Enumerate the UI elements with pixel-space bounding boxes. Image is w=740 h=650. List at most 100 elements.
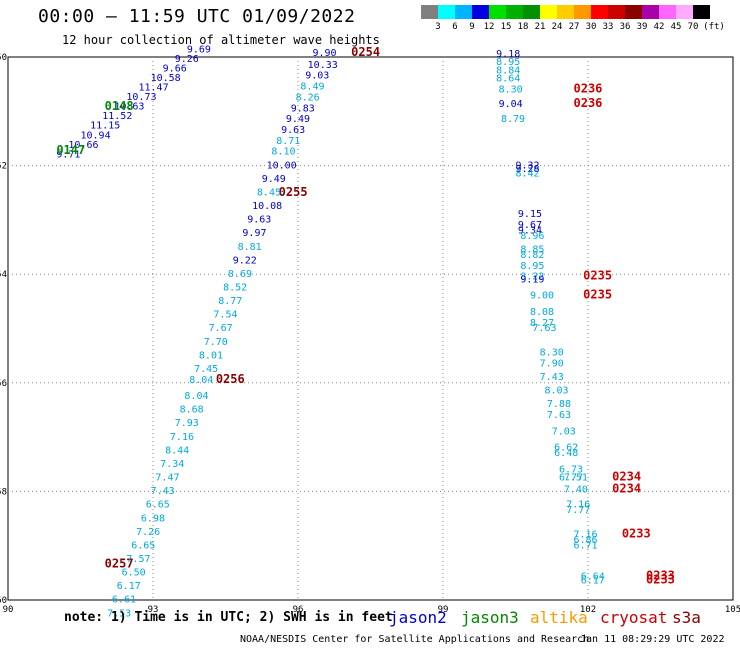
colorbar-tick-label: 42 — [653, 22, 665, 32]
colorbar-swatch — [659, 5, 676, 19]
wave-height-label: 8.64 — [496, 73, 520, 84]
pass-time-label: 0235 — [583, 288, 612, 302]
wave-height-label: 8.95 — [496, 57, 520, 68]
wave-height-label: 8.04 — [189, 375, 213, 386]
wave-height-label: 9.63 — [247, 215, 271, 226]
wave-height-label: 7.34 — [160, 459, 184, 470]
wave-height-label: 7.45 — [194, 364, 218, 375]
pass-time-label: 0233 — [646, 573, 675, 587]
wave-height-label: 7.26 — [136, 527, 160, 538]
wave-height-label: 10.73 — [126, 92, 156, 103]
y-tick-label: -50 — [0, 53, 7, 63]
wave-height-label: 6.50 — [122, 568, 146, 579]
colorbar-swatch — [438, 5, 455, 19]
colorbar-tick-label: 18 — [517, 22, 529, 32]
wave-height-label: 8.84 — [496, 65, 520, 76]
wave-height-label: 7.93 — [175, 418, 199, 429]
wave-height-label: 8.52 — [223, 282, 247, 293]
pass-time-label: 0233 — [646, 568, 675, 582]
wave-height-label: 8.77 — [218, 296, 242, 307]
wave-height-label: 10.66 — [68, 140, 98, 151]
colorbar-swatch — [455, 5, 472, 19]
wave-height-label: 9.63 — [281, 125, 305, 136]
wave-height-label: 8.04 — [184, 391, 208, 402]
pass-time-label: 0147 — [56, 143, 85, 157]
wave-height-label: 6.98 — [141, 513, 165, 524]
wave-height-label: 7.43 — [540, 372, 564, 383]
wave-height-label: 8.44 — [165, 445, 189, 456]
wave-height-label: 10.00 — [267, 160, 297, 171]
wave-height-label: 9.66 — [163, 64, 187, 75]
wave-height-label: 9.67 — [518, 220, 542, 231]
wave-height-label: 7.90 — [540, 359, 564, 370]
colorbar-tick-label: 15 — [500, 22, 512, 32]
colorbar-swatch — [676, 5, 693, 19]
colorbar-tick-label: 12 — [483, 22, 495, 32]
wave-height-label: 11.52 — [102, 111, 132, 122]
colorbar-tick-label: 33 — [602, 22, 614, 32]
wave-height-label: 9.97 — [242, 228, 266, 239]
wave-height-label: 7.47 — [155, 473, 179, 484]
wave-height-label: 6.73 — [559, 464, 583, 475]
y-tick-label: -54 — [0, 270, 7, 280]
y-tick-label: -60 — [0, 596, 7, 606]
pass-time-label: 0233 — [622, 527, 651, 541]
y-tick-label: -58 — [0, 487, 7, 497]
wave-height-label: 9.34 — [518, 225, 542, 236]
x-tick-label: 90 — [3, 605, 14, 615]
wave-height-label: 7.53 — [107, 608, 131, 619]
chart-subtitle: 12 hour collection of altimeter wave hei… — [62, 33, 380, 47]
wave-height-label: 8.27 — [530, 318, 554, 329]
pass-time-label: 0257 — [105, 556, 134, 570]
wave-height-label: 9.49 — [262, 174, 286, 185]
wave-height-label: 8.49 — [300, 82, 324, 93]
colorbar-swatch — [557, 5, 574, 19]
pass-time-label: 0255 — [279, 185, 308, 199]
wave-height-label: 8.10 — [271, 147, 295, 158]
wave-height-label: 8.79 — [501, 114, 525, 125]
wave-height-label: 7.54 — [213, 310, 237, 321]
x-tick-label: 105 — [725, 605, 740, 615]
wave-height-label: 11.15 — [90, 121, 120, 132]
wave-height-label: 9.28 — [516, 164, 540, 175]
wave-height-label: 7.16 — [170, 432, 194, 443]
pass-time-label: 0256 — [216, 372, 245, 386]
footer-timestamp: Jan 11 08:29:29 UTC 2022 — [580, 634, 725, 645]
wave-height-label: 7.67 — [209, 323, 233, 334]
colorbar-swatch — [574, 5, 591, 19]
wave-height-label: 7.43 — [151, 486, 175, 497]
wave-height-label: 7.16 — [566, 500, 590, 511]
wave-height-label: 10.63 — [114, 102, 144, 113]
colorbar-tick-label: 30 — [585, 22, 597, 32]
x-tick-label: 96 — [293, 605, 304, 615]
pass-time-label: 0235 — [583, 269, 612, 283]
wave-height-label: 8.01 — [199, 350, 223, 361]
colorbar-tick-label: 6 — [452, 22, 458, 32]
colorbar-tick-label: 45 — [670, 22, 682, 32]
legend-s3a: s3a — [672, 608, 701, 627]
wave-height-label: 9.00 — [530, 291, 554, 302]
colorbar-swatch — [523, 5, 540, 19]
pass-time-label: 0234 — [612, 481, 641, 495]
wave-height-label: 9.04 — [499, 99, 523, 110]
colorbar-unit: (ft) — [703, 22, 725, 32]
wave-height-label: 6.61 — [112, 595, 136, 606]
wave-height-label: 8.71 — [276, 136, 300, 147]
wave-height-label: 6.77 — [559, 473, 583, 484]
colorbar-tick-label: 27 — [568, 22, 580, 32]
wave-height-label: 8.22 — [520, 272, 544, 283]
wave-height-label: 8.26 — [296, 92, 320, 103]
x-tick-label: 102 — [580, 605, 596, 615]
wave-height-label: 7.16 — [574, 530, 598, 541]
wave-height-label: 7.51 — [564, 473, 588, 484]
colorbar-tick-label: 24 — [551, 22, 563, 32]
wave-height-label: 8.42 — [516, 168, 540, 179]
colorbar-tick-label: 9 — [469, 22, 475, 32]
pass-time-label: 0234 — [612, 470, 641, 484]
colorbar-tick-label: 36 — [619, 22, 631, 32]
wave-height-label: 9.22 — [233, 255, 257, 266]
legend-jason3: jason3 — [461, 608, 519, 627]
wave-height-label: 10.94 — [81, 130, 111, 141]
wave-height-label: 8.03 — [545, 386, 569, 397]
